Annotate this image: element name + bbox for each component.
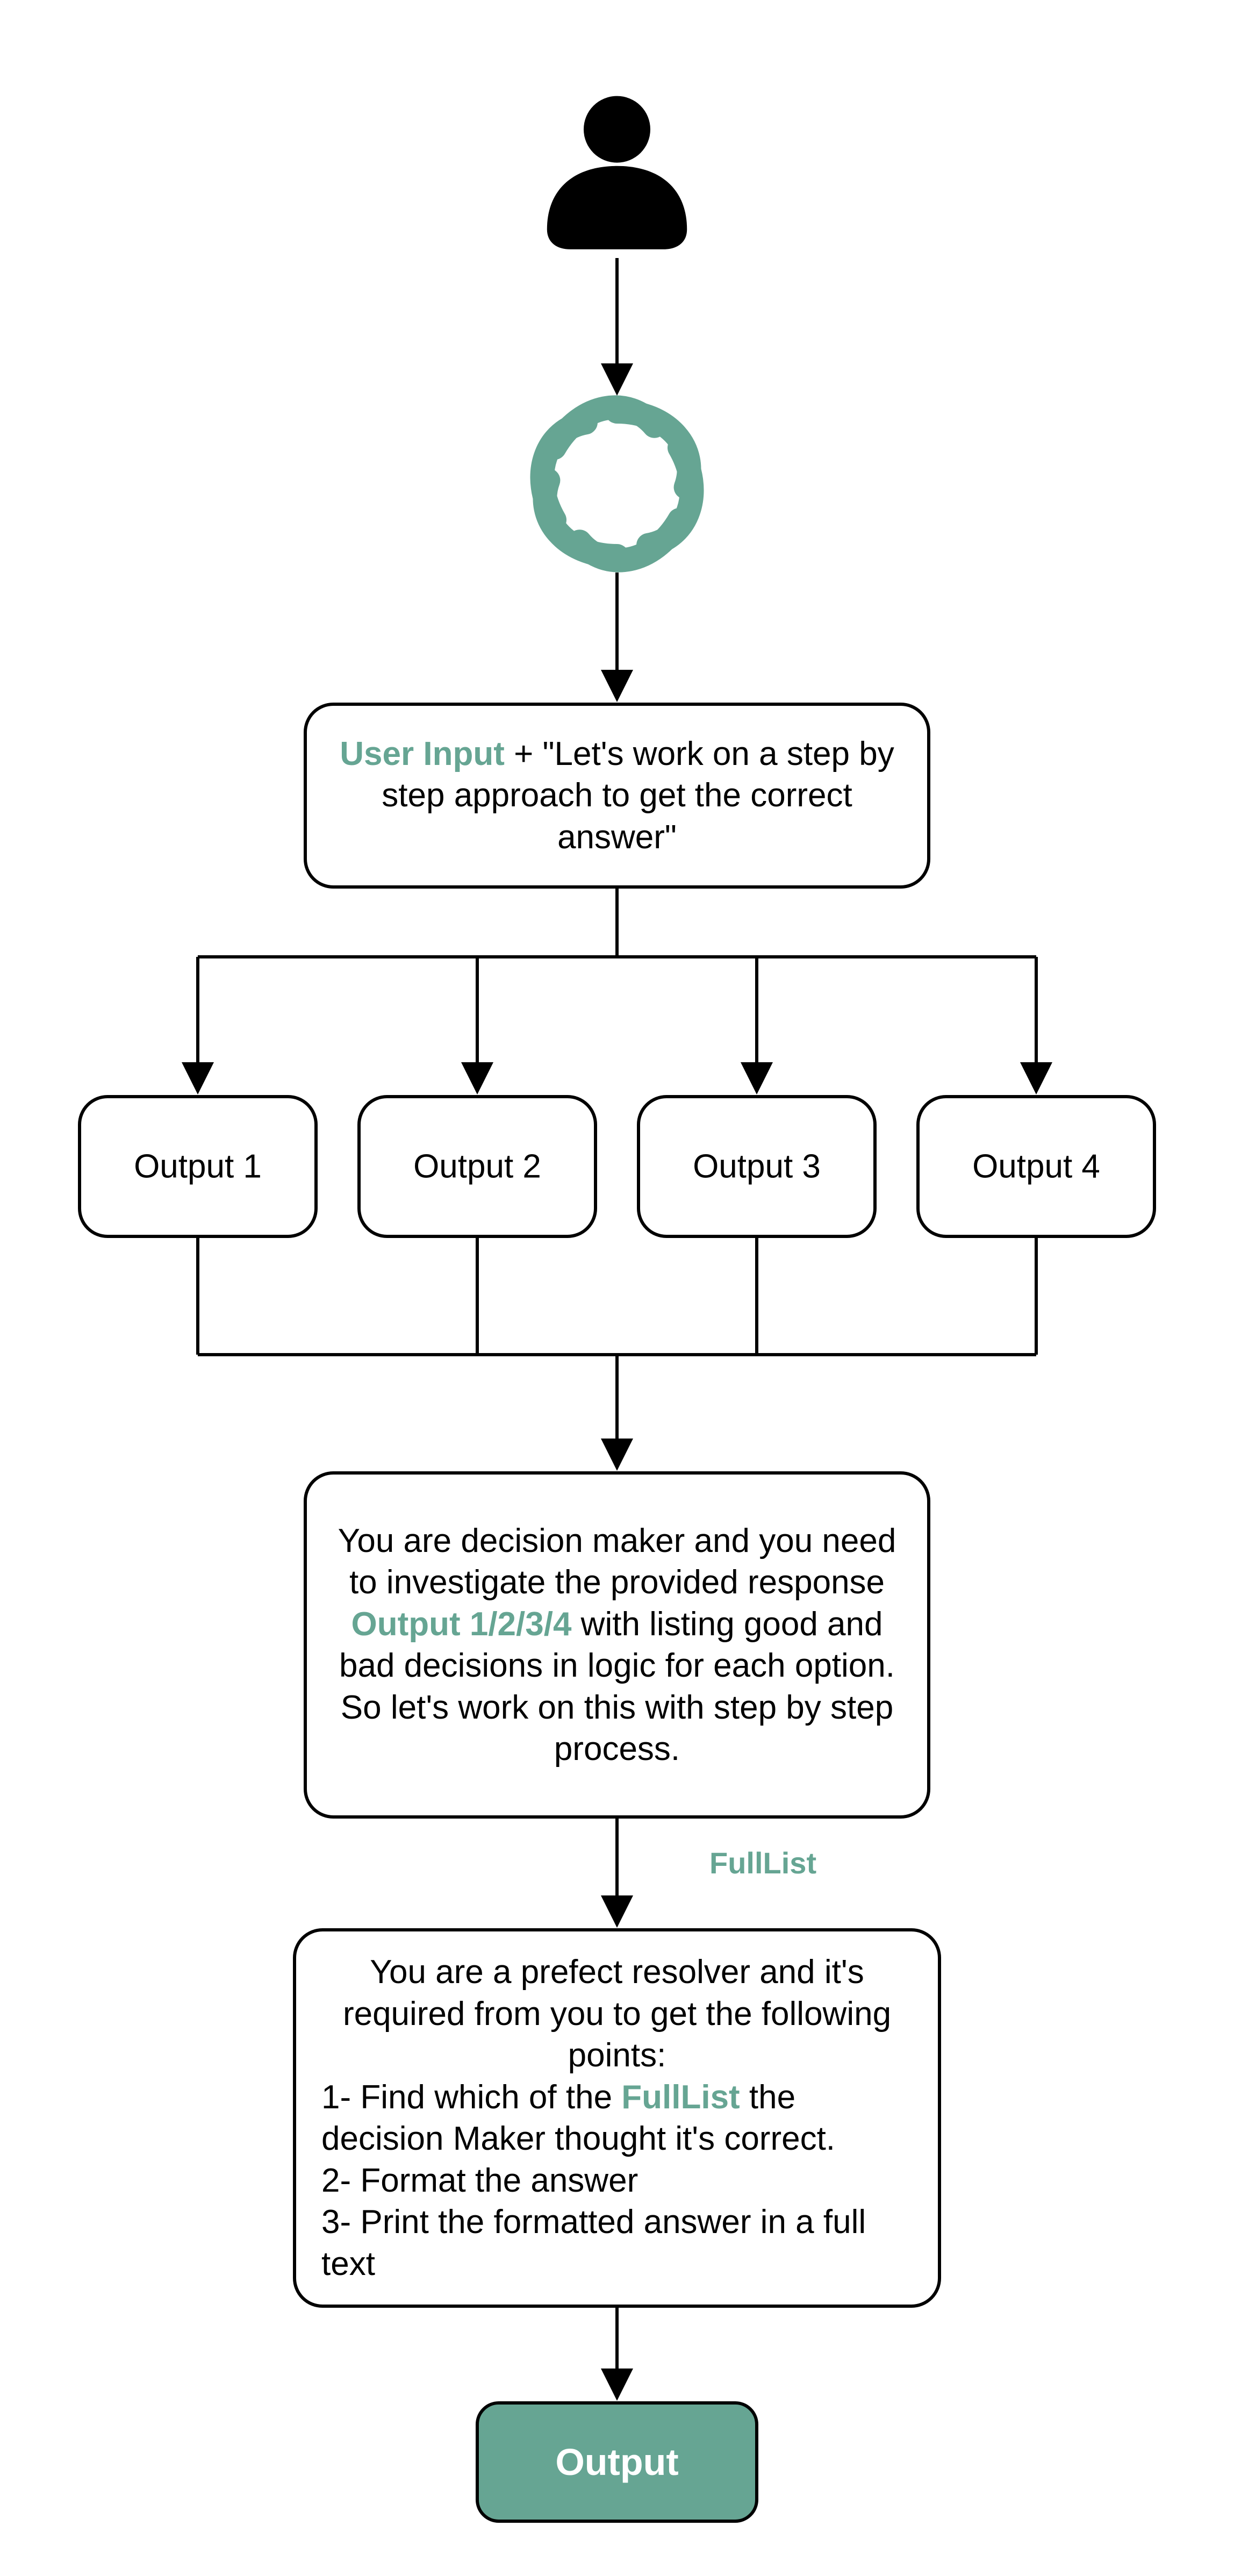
output-3-label: Output 3 [693, 1148, 821, 1185]
decision-maker-text: You are decision maker and you need to i… [305, 1473, 929, 1817]
flowchart: User Input + "Let's work on a step by st… [0, 0, 1234, 2576]
user-input-text: User Input + "Let's work on a step by st… [305, 704, 929, 887]
final-output-label: Output [555, 2441, 678, 2483]
user-icon [547, 96, 687, 249]
edge-label-fulllist: FullList [709, 1846, 816, 1880]
resolver-text: You are a prefect resolver and it's requ… [295, 1930, 939, 2306]
output-1-label: Output 1 [134, 1148, 262, 1185]
output-2-label: Output 2 [413, 1148, 541, 1185]
openai-icon [519, 385, 716, 583]
output-4-label: Output 4 [972, 1148, 1100, 1185]
